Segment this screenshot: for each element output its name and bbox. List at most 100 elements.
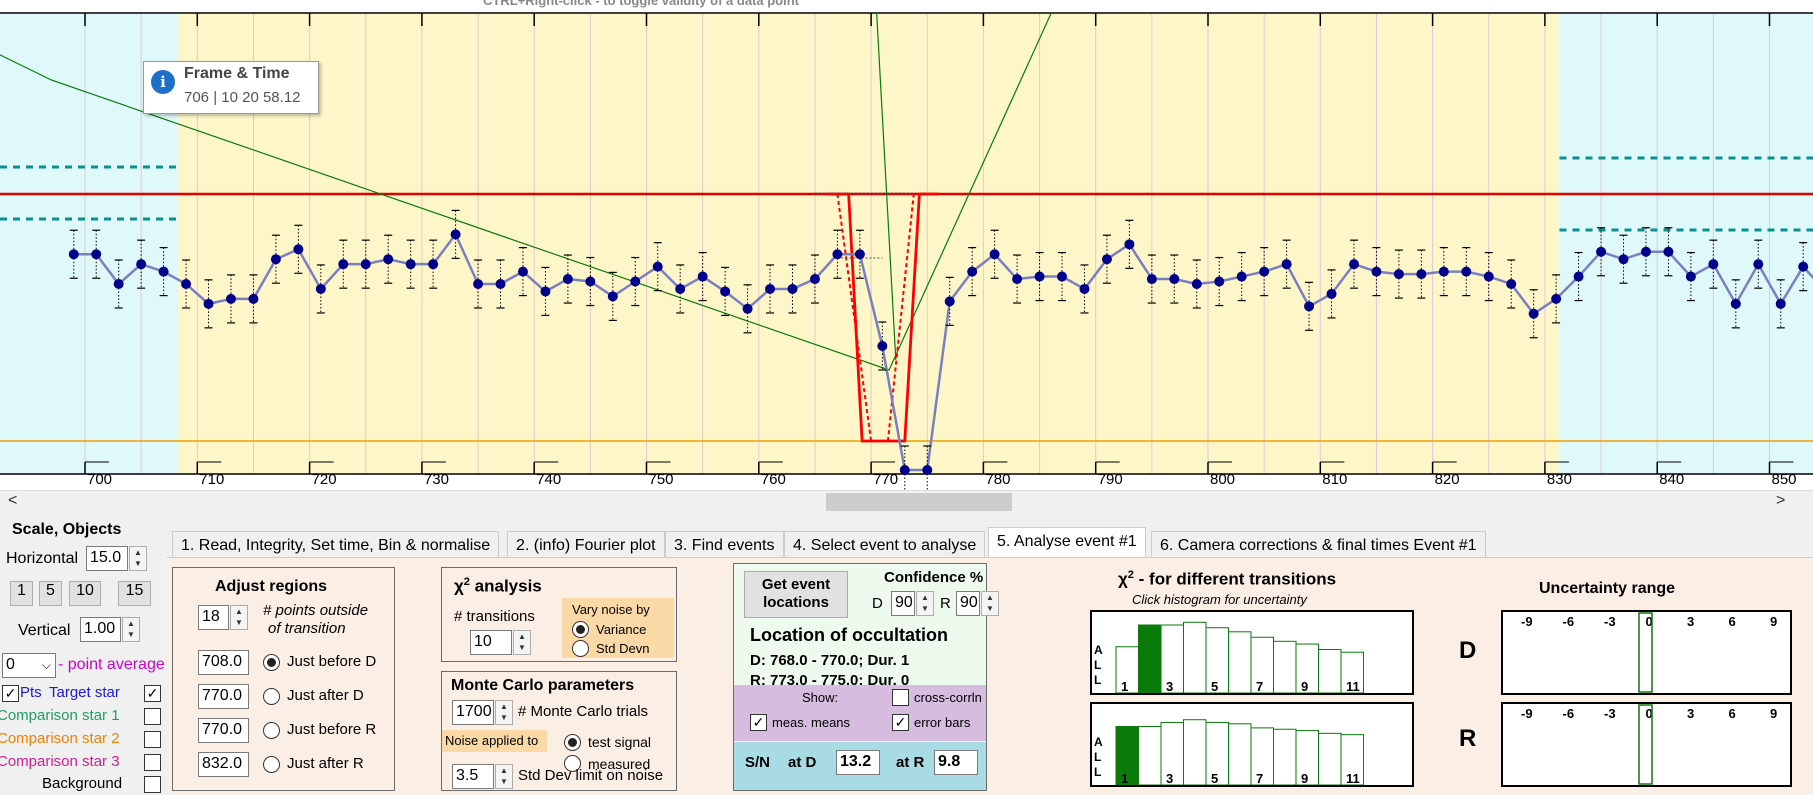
transitions-spinner[interactable]: ▲ ▼: [513, 630, 531, 655]
data-point: [1618, 254, 1629, 265]
tab-select-event[interactable]: 4. Select event to analyse: [784, 531, 986, 558]
point-average-select[interactable]: 0 ⌵: [2, 653, 56, 678]
horizontal-spinner[interactable]: ▲ ▼: [129, 546, 147, 571]
meas-means-checkbox[interactable]: ✓: [750, 714, 767, 731]
data-point: [1057, 271, 1068, 282]
vertical-spinner[interactable]: ▲ ▼: [122, 617, 140, 642]
stddev-radio[interactable]: [572, 640, 589, 657]
confidence-d-spinner[interactable]: ▲ ▼: [916, 591, 934, 616]
vertical-scale-input[interactable]: 1.00: [80, 617, 121, 642]
just-before-d-input[interactable]: 708.0: [198, 650, 249, 675]
vary-noise-box: Vary noise by Variance Std Devn: [562, 598, 674, 658]
comparison-star-1-checkbox[interactable]: [144, 708, 161, 725]
transitions-input[interactable]: 10: [470, 630, 512, 655]
just-before-r-radio[interactable]: [263, 722, 280, 739]
comparison-star-2-checkbox[interactable]: [144, 731, 161, 748]
scale-button-5[interactable]: 5: [39, 581, 62, 606]
data-point: [854, 249, 865, 260]
cross-corrln-checkbox[interactable]: [892, 689, 909, 706]
data-point: [1596, 246, 1607, 257]
confidence-d-input[interactable]: 90: [891, 591, 915, 616]
comparison-star-3-checkbox[interactable]: [144, 754, 161, 771]
scroll-thumb[interactable]: [826, 493, 1012, 511]
show-options-box: Show: cross-corrln ✓ meas. means ✓ error…: [734, 685, 986, 741]
uncertainty-label: -6: [1563, 614, 1575, 629]
confidence-r-input[interactable]: 90: [956, 591, 980, 616]
data-point: [360, 259, 371, 270]
uncertainty-marker: [1638, 704, 1653, 785]
just-after-d-radio[interactable]: [263, 688, 280, 705]
stddev-limit-spinner[interactable]: ▲ ▼: [495, 764, 513, 789]
data-point: [787, 283, 798, 294]
just-before-d-radio[interactable]: [263, 654, 280, 671]
uncertainty-marker: [1638, 612, 1653, 693]
scale-objects-title: Scale, Objects: [12, 521, 122, 538]
data-point: [338, 259, 349, 270]
data-point: [1124, 239, 1135, 250]
scale-button-1[interactable]: 1: [10, 581, 33, 606]
r-chi2-histogram[interactable]: A L L 1 3 5 7 9 11: [1090, 702, 1414, 787]
variance-radio[interactable]: [572, 621, 589, 638]
vary-noise-label: Vary noise by: [572, 602, 650, 617]
histogram-x-label: 11: [1346, 771, 1360, 785]
scroll-right-arrow-icon[interactable]: >: [1776, 492, 1786, 509]
scale-button-10[interactable]: 10: [69, 581, 101, 606]
monte-carlo-trials-spinner[interactable]: ▲ ▼: [495, 700, 513, 725]
confidence-r-spinner[interactable]: ▲ ▼: [981, 591, 999, 616]
tab-read-integrity[interactable]: 1. Read, Integrity, Set time, Bin & norm…: [172, 531, 500, 558]
histogram-x-label: 9: [1301, 679, 1308, 693]
test-signal-radio[interactable]: [564, 734, 581, 751]
data-point: [944, 296, 955, 307]
data-point: [270, 254, 281, 265]
error-bars-label: error bars: [914, 715, 971, 730]
data-point: [1461, 266, 1472, 277]
uncertainty-label: -3: [1604, 614, 1616, 629]
d-chi2-histogram-svg[interactable]: ALL 1 3 5 7 9 11: [1092, 612, 1412, 694]
just-after-r-input[interactable]: 832.0: [198, 752, 249, 777]
data-point: [1416, 269, 1427, 280]
points-outside-input[interactable]: 18: [198, 605, 229, 630]
x-tick-label: 700: [87, 471, 112, 488]
tab-find-events[interactable]: 3. Find events: [665, 531, 784, 558]
stddev-limit-input[interactable]: 3.5: [452, 764, 494, 789]
data-point: [158, 266, 169, 277]
d-uncertainty-plot: -9 -6 -3 0 3 6 9: [1501, 610, 1792, 695]
just-before-r-input[interactable]: 770.0: [198, 718, 249, 743]
histogram-axis-letter: L: [1094, 673, 1101, 687]
r-chi2-histogram-svg[interactable]: ALL 1 3 5 7 9 11: [1092, 704, 1412, 786]
histogram-axis-letter: L: [1094, 765, 1101, 779]
just-after-d-input[interactable]: 770.0: [198, 684, 249, 709]
scale-button-15[interactable]: 15: [118, 581, 151, 606]
target-star-checkbox[interactable]: ✓: [144, 685, 161, 702]
histogram-bar: [1273, 640, 1297, 694]
points-outside-label-2: of transition: [268, 620, 346, 637]
histogram-axis-letter: A: [1094, 643, 1103, 657]
data-point: [899, 465, 910, 475]
tab-camera-corrections[interactable]: 6. Camera corrections & final times Even…: [1151, 531, 1486, 558]
data-point: [562, 274, 573, 285]
horizontal-scale-input[interactable]: 15.0: [86, 546, 128, 571]
sn-label: S/N: [745, 754, 771, 771]
cross-corrln-label: cross-corrln: [914, 690, 982, 705]
data-point: [405, 259, 416, 270]
d-chi2-histogram[interactable]: A L L 1 3 5 7 9 11: [1090, 610, 1414, 695]
tab-analyse-event[interactable]: 5. Analyse event #1: [988, 527, 1146, 559]
d-uncertainty-svg: -9 -6 -3 0 3 6 9: [1521, 612, 1777, 693]
just-after-r-radio[interactable]: [263, 756, 280, 773]
scroll-left-arrow-icon[interactable]: <: [8, 492, 18, 509]
r-location-line: R: 773.0 - 775.0; Dur. 0: [750, 672, 910, 686]
points-outside-spinner[interactable]: ▲ ▼: [230, 605, 248, 630]
data-point: [720, 286, 731, 297]
histogram-x-label: 5: [1211, 771, 1218, 785]
error-bars-checkbox[interactable]: ✓: [892, 714, 909, 731]
tab-fourier-plot[interactable]: 2. (info) Fourier plot: [507, 531, 665, 558]
x-tick-label: 800: [1210, 471, 1235, 488]
horizontal-scrollbar[interactable]: < >: [0, 490, 1813, 512]
background-checkbox[interactable]: [144, 776, 161, 793]
pts-checkbox[interactable]: ✓: [2, 685, 19, 702]
light-curve-plot[interactable]: 700 710 720 730 740 750 760 770 780 790 800 810 820 8…: [0, 0, 1813, 490]
monte-carlo-trials-input[interactable]: 1700: [452, 700, 494, 725]
measured-radio[interactable]: [564, 755, 581, 772]
uncertainty-label: -3: [1604, 706, 1616, 721]
get-event-locations-button[interactable]: Get event locations: [744, 571, 848, 618]
